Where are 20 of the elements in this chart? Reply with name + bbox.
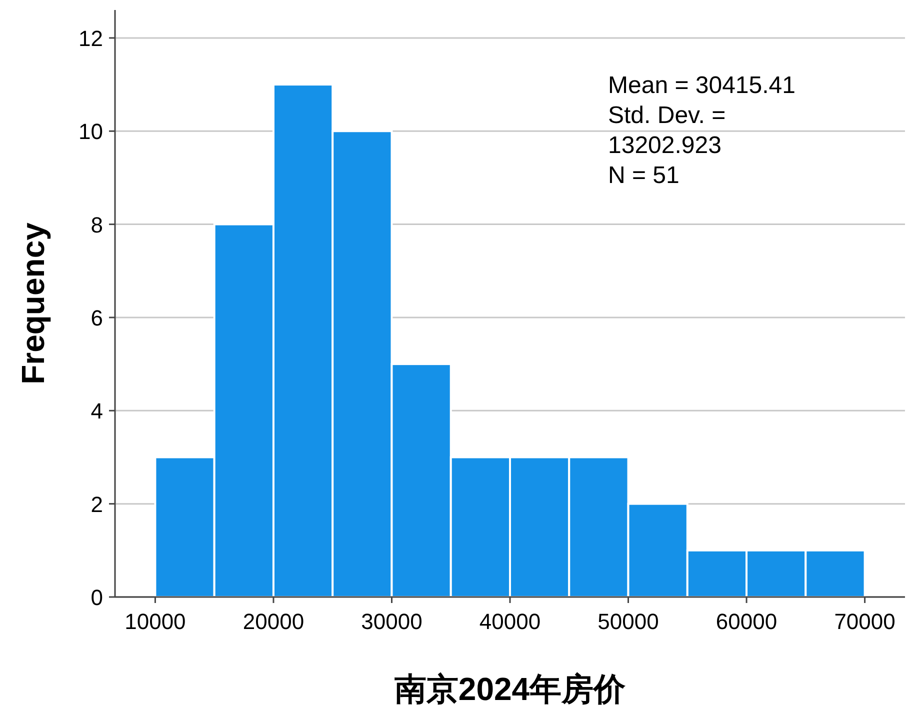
x-tick-label: 40000	[479, 609, 541, 634]
annotation: Std. Dev. =	[608, 102, 726, 129]
annotation: 13202.923	[608, 132, 722, 159]
x-tick-label: 30000	[361, 609, 422, 634]
annotation: N = 51	[608, 162, 680, 189]
x-tick-label: 50000	[598, 609, 659, 634]
y-axis-title: Frequency	[15, 222, 51, 384]
annotation: Mean = 30415.41	[608, 72, 796, 99]
x-tick-label: 70000	[834, 609, 896, 634]
y-tick-label: 12	[78, 26, 103, 51]
y-tick-label: 8	[90, 212, 103, 238]
x-tick-label: 20000	[242, 609, 304, 634]
y-tick-label: 6	[90, 305, 103, 330]
x-axis-title: 南京2024年房价	[394, 671, 627, 707]
x-tick-label: 10000	[124, 609, 186, 634]
y-tick-label: 0	[90, 585, 103, 610]
y-tick-label: 4	[90, 398, 103, 424]
y-tick-label: 2	[90, 492, 103, 517]
y-tick-label: 10	[78, 119, 103, 144]
x-tick-label: 60000	[716, 609, 778, 634]
